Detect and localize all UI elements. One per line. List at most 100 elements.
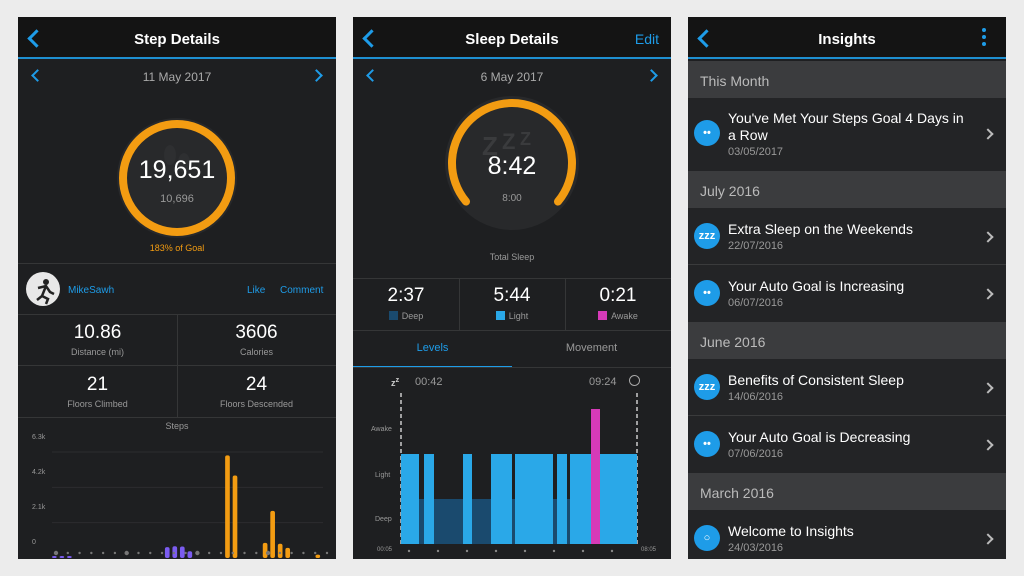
level-awake-label: Awake <box>371 426 392 433</box>
steps-bar <box>179 546 185 558</box>
chevron-right-icon <box>982 439 994 451</box>
insight-title: Welcome to Insights <box>728 523 854 539</box>
steps-bar <box>225 455 230 558</box>
total-sleep-label: Total Sleep <box>489 252 535 262</box>
hour-tick <box>124 550 129 556</box>
header-bar: Insights <box>688 17 1006 59</box>
insight-item[interactable]: •• Your Auto Goal is Decreasing 07/06/20… <box>688 416 1006 473</box>
hour-tick <box>66 551 69 555</box>
insight-item[interactable]: zzz Benefits of Consistent Sleep 14/06/2… <box>688 359 1006 416</box>
awake-stat: 0:21 Awake <box>565 285 671 321</box>
edit-button[interactable]: Edit <box>634 31 659 47</box>
svg-text:Z: Z <box>482 131 498 161</box>
insight-date: 06/07/2016 <box>728 297 784 309</box>
steps-icon: •• <box>694 431 720 457</box>
calories-label: Calories <box>239 347 273 357</box>
hour-tick <box>302 551 305 555</box>
sleep-start-time: 00:42 <box>415 376 443 388</box>
header-bar: Step Details <box>18 17 336 59</box>
header-bar: Sleep Details Edit <box>353 17 671 59</box>
steps-bar-chart <box>52 451 329 558</box>
steps-bar <box>164 547 170 558</box>
comment-button[interactable]: Comment <box>280 285 324 296</box>
section-header: March 2016 <box>688 473 1006 510</box>
insight-date: 22/07/2016 <box>728 240 784 252</box>
hour-tick <box>278 551 282 555</box>
light-sleep-segments <box>401 454 637 544</box>
page-title: Sleep Details <box>465 31 559 48</box>
level-deep-label: Deep <box>375 516 392 523</box>
hour-tick <box>149 551 152 555</box>
time-axis-ticks <box>407 549 614 553</box>
insight-item[interactable]: ○ Welcome to Insights 24/03/2016 <box>688 510 1006 559</box>
hour-tick <box>290 551 293 555</box>
chevron-right-icon <box>982 382 994 394</box>
page-title: Step Details <box>134 31 220 48</box>
y-tick: 2.1k <box>32 504 46 511</box>
step-goal: 10,696 <box>160 193 194 205</box>
hour-tick <box>113 551 117 555</box>
section-header: July 2016 <box>688 171 1006 208</box>
level-light-label: Light <box>375 472 391 479</box>
sleep-levels-chart <box>400 393 638 553</box>
hour-tick <box>195 550 200 556</box>
hour-tick <box>325 551 329 555</box>
hour-tick <box>207 551 211 555</box>
insight-item[interactable]: •• Your Auto Goal is Increasing 06/07/20… <box>688 265 1006 322</box>
insight-item[interactable]: •• You've Met Your Steps Goal 4 Days in … <box>688 98 1006 171</box>
sleep-goal: 8:00 <box>502 193 522 204</box>
avatar[interactable] <box>26 272 60 306</box>
y-tick: 0 <box>32 539 36 546</box>
hour-tick <box>314 551 317 555</box>
deep-sleep-label: Deep <box>401 311 424 321</box>
insight-date: 03/05/2017 <box>728 146 784 158</box>
hour-tick <box>219 551 223 555</box>
axis-end-time: 08:05 <box>641 547 657 553</box>
hour-tick <box>243 551 246 555</box>
chevron-right-icon <box>982 533 994 545</box>
like-button[interactable]: Like <box>247 285 266 296</box>
distance-stat: 10.86 Distance (mi) <box>18 322 177 357</box>
sleep-start-zzz-icon: zz <box>391 375 400 388</box>
insight-date: 07/06/2016 <box>728 448 784 460</box>
calories-stat: 3606 Calories <box>177 322 336 357</box>
section-header: This Month <box>688 61 1006 98</box>
insight-item[interactable]: zzz Extra Sleep on the Weekends 22/07/20… <box>688 208 1006 265</box>
light-sleep-label: Light <box>508 311 529 321</box>
light-legend-swatch <box>495 311 505 320</box>
sleep-progress-arc <box>448 99 576 206</box>
date-label: 11 May 2017 <box>142 70 212 84</box>
svg-text:Z: Z <box>502 129 515 154</box>
tab-movement[interactable]: Movement <box>565 342 618 354</box>
steps-bar <box>285 547 291 558</box>
hour-tick <box>231 551 234 555</box>
y-tick: 6.3k <box>32 434 46 441</box>
date-selector: 6 May 2017 <box>353 61 671 91</box>
insight-title: Your Auto Goal is Decreasing <box>728 429 911 445</box>
deep-legend-swatch <box>388 311 398 320</box>
hour-tick <box>90 551 93 555</box>
footprint-icon <box>164 145 190 173</box>
insight-title: Your Auto Goal is Increasing <box>728 278 905 294</box>
steps-bar <box>59 556 65 558</box>
awake-segment <box>591 409 600 544</box>
light-sleep-stat: 5:44 Light <box>459 285 565 321</box>
insight-date: 24/03/2016 <box>728 542 784 554</box>
more-options-icon[interactable] <box>982 28 986 48</box>
y-tick: 4.2k <box>32 469 46 476</box>
step-details-screen: Step Details 11 May 2017 19,651 10,696 1… <box>18 17 336 559</box>
awake-label: Awake <box>611 311 638 321</box>
hour-tick <box>78 551 81 555</box>
alarm-clock-icon <box>629 375 640 386</box>
lightbulb-icon: ○ <box>694 525 720 551</box>
total-sleep-time: 8:42 <box>487 152 537 180</box>
steps-icon: •• <box>694 280 720 306</box>
floors-descended-value: 24 <box>245 374 268 395</box>
deep-sleep-stat: 2:37 Deep <box>353 285 459 321</box>
insight-date: 14/06/2016 <box>728 391 784 403</box>
light-sleep-value: 5:44 <box>493 285 531 306</box>
username-link[interactable]: MikeSawh <box>68 285 115 296</box>
hour-tick <box>53 550 59 556</box>
distance-value: 10.86 <box>73 322 122 343</box>
